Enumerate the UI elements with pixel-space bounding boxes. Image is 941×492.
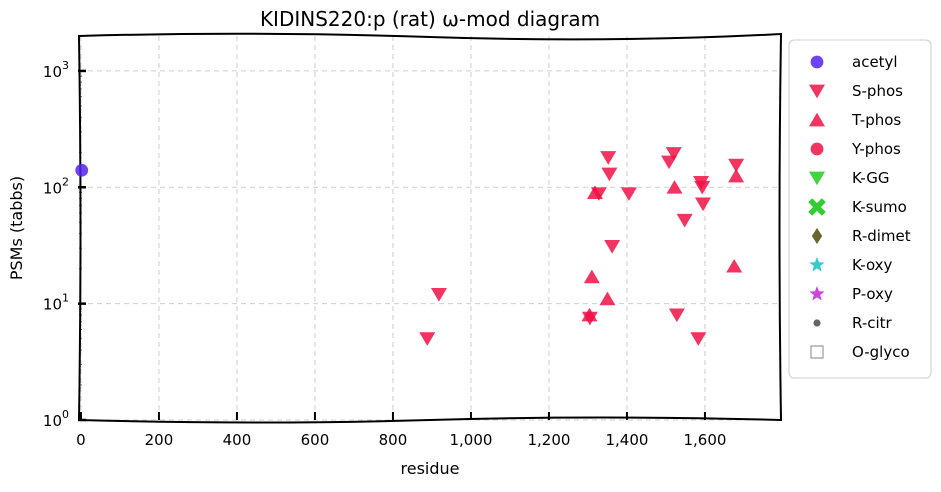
point-t-phos bbox=[581, 307, 598, 322]
data-points bbox=[75, 147, 745, 346]
point-s-phos bbox=[600, 151, 617, 165]
y-tick-base: 10 bbox=[43, 296, 62, 314]
legend-label: acetyl bbox=[852, 53, 898, 71]
legend-item-k-oxy: K-oxy bbox=[809, 256, 893, 274]
point-s-phos bbox=[690, 332, 707, 346]
legend-label: P-oxy bbox=[852, 285, 893, 303]
legend-label: O-glyco bbox=[852, 343, 910, 361]
legend-label: T-phos bbox=[851, 111, 901, 129]
point-t-phos bbox=[726, 258, 743, 273]
legend-marker bbox=[811, 228, 823, 244]
legend-item-p-oxy: P-oxy bbox=[809, 285, 893, 303]
y-tick-label: 100 bbox=[43, 408, 69, 430]
legend-label: K-sumo bbox=[852, 198, 907, 216]
legend-label: R-citr bbox=[852, 314, 893, 332]
x-tick-label: 0 bbox=[76, 431, 86, 449]
legend-label: R-dimet bbox=[852, 227, 911, 245]
legend-marker bbox=[809, 84, 825, 99]
point-t-phos bbox=[583, 269, 600, 284]
x-tick-label: 1,400 bbox=[605, 431, 648, 449]
legend-label: K-oxy bbox=[852, 256, 893, 274]
x-tick-label: 600 bbox=[301, 431, 330, 449]
y-tick-label: 101 bbox=[43, 292, 69, 314]
y-axis-label: PSMs (tabbs) bbox=[7, 176, 26, 280]
y-tick-exponent: 0 bbox=[62, 408, 69, 421]
legend-marker bbox=[809, 112, 825, 127]
legend-marker bbox=[809, 286, 825, 301]
legend-item-k-gg: K-GG bbox=[809, 169, 889, 187]
point-s-phos bbox=[728, 158, 745, 173]
legend-item-k-sumo: K-sumo bbox=[808, 198, 907, 216]
legend-item-y-phos: Y-phos bbox=[810, 140, 901, 158]
point-s-phos bbox=[430, 288, 447, 302]
legend-item-t-phos: T-phos bbox=[809, 111, 901, 129]
x-tick-label: 200 bbox=[145, 431, 174, 449]
y-tick-base: 10 bbox=[43, 179, 62, 197]
x-tick-label: 1,200 bbox=[527, 431, 570, 449]
grid bbox=[79, 36, 781, 421]
y-tick-exponent: 1 bbox=[62, 292, 69, 305]
y-tick-exponent: 3 bbox=[62, 59, 69, 72]
legend-marker bbox=[813, 319, 821, 327]
x-tick-label: 1,000 bbox=[449, 431, 492, 449]
plot-frame bbox=[77, 32, 783, 424]
point-t-phos bbox=[728, 168, 745, 183]
x-tick-label: 1,600 bbox=[683, 431, 726, 449]
legend-item-r-citr: R-citr bbox=[813, 314, 893, 332]
x-axis-label: residue bbox=[401, 459, 460, 478]
legend-label: K-GG bbox=[852, 169, 889, 187]
legend-marker bbox=[808, 198, 826, 216]
point-s-phos bbox=[676, 213, 693, 228]
y-tick-exponent: 2 bbox=[62, 175, 69, 188]
point-s-phos bbox=[604, 240, 621, 254]
point-s-phos bbox=[665, 147, 682, 161]
point-t-phos bbox=[666, 180, 683, 194]
legend-item-acetyl: acetyl bbox=[810, 53, 898, 71]
chart-title: KIDINS220:p (rat) ω-mod diagram bbox=[260, 7, 600, 31]
y-tick-base: 10 bbox=[43, 412, 62, 430]
point-s-phos bbox=[668, 308, 685, 323]
legend-marker bbox=[809, 171, 825, 186]
legend-item-s-phos: S-phos bbox=[809, 82, 903, 100]
y-tick-label: 102 bbox=[43, 175, 69, 197]
point-t-phos bbox=[586, 185, 603, 199]
legend-label: S-phos bbox=[852, 82, 903, 100]
point-acetyl bbox=[75, 163, 89, 177]
point-s-phos bbox=[694, 180, 711, 195]
x-axis-ticks: 0 200 400 600 800 1,000 1,200 1,400 1,600 bbox=[76, 412, 726, 449]
legend-item-o-glyco: O-glyco bbox=[810, 343, 910, 361]
y-tick-base: 10 bbox=[43, 63, 62, 81]
x-tick-label: 800 bbox=[379, 431, 408, 449]
legend-marker bbox=[810, 345, 824, 359]
x-tick-label: 400 bbox=[223, 431, 252, 449]
point-s-phos bbox=[601, 167, 618, 182]
legend-label: Y-phos bbox=[851, 140, 901, 158]
point-s-phos bbox=[620, 187, 637, 201]
point-s-phos bbox=[419, 332, 436, 346]
y-tick-label: 103 bbox=[43, 59, 69, 81]
legend: acetyl S-phos T-phos Y-phos K-GG K-sumo R-dime… bbox=[788, 39, 932, 379]
legend-marker bbox=[809, 257, 825, 272]
legend-box bbox=[788, 39, 932, 379]
legend-item-r-dimet: R-dimet bbox=[811, 227, 911, 245]
legend-marker bbox=[810, 55, 824, 69]
legend-marker bbox=[810, 142, 824, 156]
point-t-phos bbox=[599, 291, 616, 306]
point-s-phos bbox=[695, 197, 711, 212]
